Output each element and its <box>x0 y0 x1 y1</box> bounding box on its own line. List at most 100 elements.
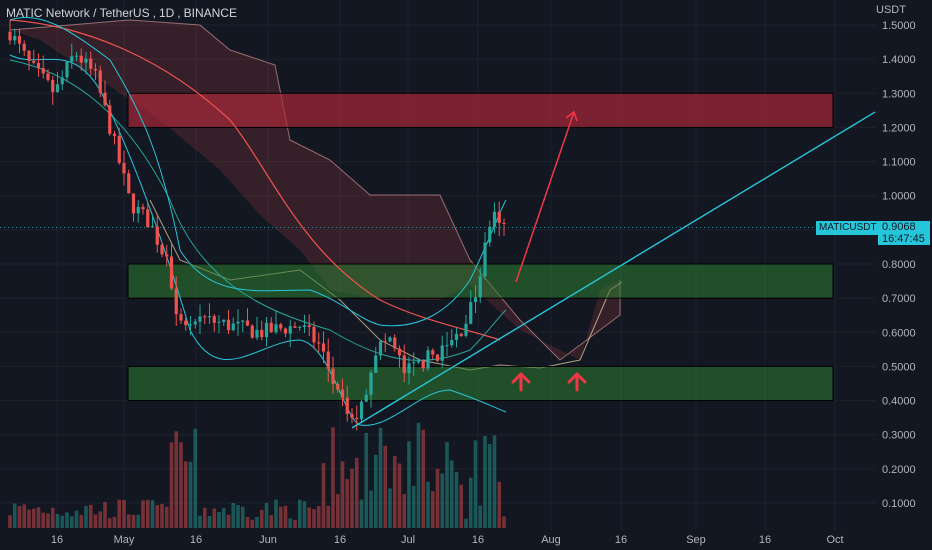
volume-bar <box>174 431 179 528</box>
candle-body <box>141 206 145 210</box>
price-tick-label: 0.8000 <box>882 259 916 271</box>
candle-body <box>250 325 254 338</box>
time-axis[interactable]: 16 May 16 Jun 16 Jul 16 Aug 16 Sep 16 Oct <box>51 534 844 546</box>
candle-body <box>431 350 435 355</box>
time-tick-label: May <box>114 534 135 546</box>
volume-bar <box>430 491 435 528</box>
time-tick-label: Aug <box>541 534 561 546</box>
candle-body <box>331 368 335 385</box>
candle-body <box>131 193 136 214</box>
candle-body <box>469 302 473 324</box>
bollinger-upper <box>9 16 507 327</box>
candle-body <box>483 242 487 277</box>
volume-bar <box>136 514 141 528</box>
volume-bar <box>65 512 69 528</box>
time-tick-label: Oct <box>826 534 843 546</box>
candle-body <box>8 31 12 41</box>
volume-bar <box>345 479 350 528</box>
price-tick-label: 1.4000 <box>882 54 916 66</box>
volume-bar <box>502 516 506 528</box>
volume-bar <box>22 504 27 528</box>
candle-body <box>302 325 307 327</box>
price-tick-label: 0.5000 <box>882 361 916 373</box>
time-tick-label: 16 <box>759 534 771 546</box>
volume-bar <box>326 505 331 528</box>
candle-body <box>307 325 311 328</box>
volume-bar <box>188 461 193 528</box>
volume-bar <box>350 468 354 528</box>
candle-body <box>355 417 359 420</box>
candle-body <box>217 321 221 323</box>
candle-body <box>55 84 60 93</box>
volume-bar <box>240 506 245 528</box>
volume-bar <box>364 432 369 528</box>
volume-bar <box>126 514 131 528</box>
price-tick-label: 0.1000 <box>882 498 916 510</box>
candle-body <box>51 79 55 93</box>
candle-body <box>89 58 93 69</box>
price-tick-label: 0.3000 <box>882 430 916 442</box>
candle-body <box>169 256 174 289</box>
volume-bar <box>378 427 383 528</box>
price-axis[interactable]: 1.5000 1.4000 1.3000 1.2000 1.1000 1.0000 0.90… <box>882 20 916 510</box>
candle-body <box>473 297 478 303</box>
volume-bar <box>312 509 316 528</box>
volume-bar <box>335 494 340 528</box>
candle-body <box>421 360 425 369</box>
candle-body <box>497 211 501 223</box>
projection-arrow-head <box>565 110 578 122</box>
volume-bar <box>236 505 240 528</box>
candle-body <box>393 337 397 349</box>
candle-body <box>255 329 259 338</box>
candle-body <box>478 276 482 298</box>
candle-body <box>236 321 240 324</box>
ascending-trendline <box>351 111 876 429</box>
volume-bar <box>255 517 259 528</box>
candle-body <box>388 337 392 342</box>
volume-bar <box>245 517 250 528</box>
volume-bar <box>492 435 497 528</box>
candle-body <box>207 316 212 318</box>
volume-bar <box>388 488 392 528</box>
candle-body <box>454 333 459 340</box>
candle-body <box>412 362 416 364</box>
volume-bars <box>8 422 506 528</box>
candle-body <box>117 135 121 163</box>
candle-body <box>440 345 444 361</box>
candle-body <box>350 413 354 418</box>
candle-body <box>321 343 326 352</box>
exchange-label: BINANCE <box>183 6 237 20</box>
candle-body <box>369 372 373 395</box>
candle-body <box>198 316 202 322</box>
volume-bar <box>478 505 483 528</box>
candle-body <box>288 326 292 334</box>
volume-bar <box>264 502 269 528</box>
volume-bar <box>435 468 440 528</box>
volume-bar <box>340 461 345 528</box>
candle-body <box>165 254 169 257</box>
volume-bar <box>316 506 321 528</box>
volume-bar <box>103 501 107 528</box>
volume-bar <box>416 422 421 528</box>
volume-bar <box>397 463 402 528</box>
candle-body <box>241 320 245 322</box>
candle-body <box>13 36 17 41</box>
candle-body <box>407 363 411 374</box>
candle-body <box>226 319 231 331</box>
candle-body <box>450 339 454 346</box>
candle-body <box>359 401 364 420</box>
candle-body <box>293 326 297 328</box>
candle-body <box>36 62 41 69</box>
drawings <box>351 110 876 429</box>
volume-bar <box>69 516 74 528</box>
price-tick-label: 1.1000 <box>882 157 916 169</box>
volume-bar <box>36 507 41 528</box>
candle-body <box>492 211 497 227</box>
volume-bar <box>207 515 212 528</box>
price-tick-label: 0.7000 <box>882 293 916 305</box>
time-tick-label: 16 <box>615 534 627 546</box>
candle-body <box>364 394 368 402</box>
candle-body <box>98 70 102 93</box>
time-tick-label: Jul <box>401 534 415 546</box>
